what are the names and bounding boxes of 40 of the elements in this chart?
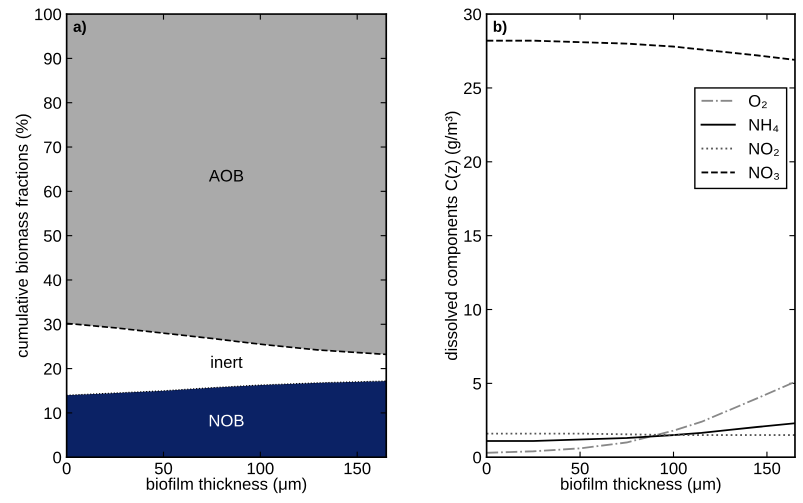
y-tick-label: 10 — [44, 407, 62, 420]
x-tick-label: 50 — [571, 462, 589, 474]
legend-label: NO₂ — [750, 142, 779, 156]
y-tick-label: 80 — [44, 97, 62, 109]
y-tick-label: 20 — [44, 363, 62, 375]
x-tick-label: 0 — [482, 462, 491, 474]
y-tick-label: 30 — [44, 318, 62, 330]
y-tick-label: 50 — [44, 230, 62, 242]
series-label: inert — [211, 356, 243, 368]
y-tick-label: 60 — [44, 186, 62, 198]
x-axis-title: biofilm thickness (μm) — [561, 478, 721, 494]
y-tick-label: 25 — [464, 82, 482, 94]
series-label: NOB — [210, 414, 244, 427]
y-tick-label: 40 — [44, 274, 62, 286]
x-axis-title: biofilm thickness (μm) — [146, 478, 306, 494]
x-tick-label: 0 — [62, 462, 71, 474]
annotation: a) — [73, 20, 86, 35]
y-tick-label: 30 — [464, 8, 482, 20]
legend-label: NH₄ — [750, 119, 778, 132]
legend-label: NO₃ — [750, 166, 780, 180]
x-tick-label: 150 — [754, 462, 780, 474]
y-tick-label: 90 — [44, 52, 62, 65]
x-tick-label: 50 — [154, 462, 172, 474]
y-axis-title: cumulative biomass fractions (%) — [16, 114, 32, 358]
annotation: b) — [494, 20, 506, 35]
line-series — [486, 380, 795, 454]
y-tick-label: 15 — [464, 230, 482, 242]
y-tick-label: 5 — [473, 378, 482, 390]
y-tick-label: 70 — [44, 141, 62, 154]
x-tick-label: 100 — [660, 462, 687, 474]
y-tick-label: 10 — [464, 304, 482, 316]
y-tick-label: 20 — [464, 156, 482, 168]
legend-label: O₂ — [748, 95, 767, 108]
y-tick-label: 100 — [35, 8, 62, 20]
x-tick-label: 150 — [344, 462, 370, 474]
series-label: AOB — [208, 170, 244, 182]
y-tick-label: 0 — [53, 452, 62, 464]
y-axis-title: dissolved components C(z) (g/m³) — [444, 112, 460, 360]
y-tick-label: 0 — [473, 452, 482, 464]
x-tick-label: 100 — [248, 462, 274, 474]
